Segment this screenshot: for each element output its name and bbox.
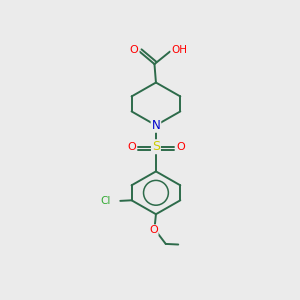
Text: OH: OH: [171, 45, 188, 55]
Text: O: O: [127, 142, 136, 152]
Text: Cl: Cl: [100, 196, 111, 206]
Text: N: N: [152, 119, 160, 132]
Text: S: S: [152, 140, 160, 153]
Text: O: O: [176, 142, 185, 152]
Text: O: O: [130, 45, 139, 56]
Text: O: O: [149, 225, 158, 235]
